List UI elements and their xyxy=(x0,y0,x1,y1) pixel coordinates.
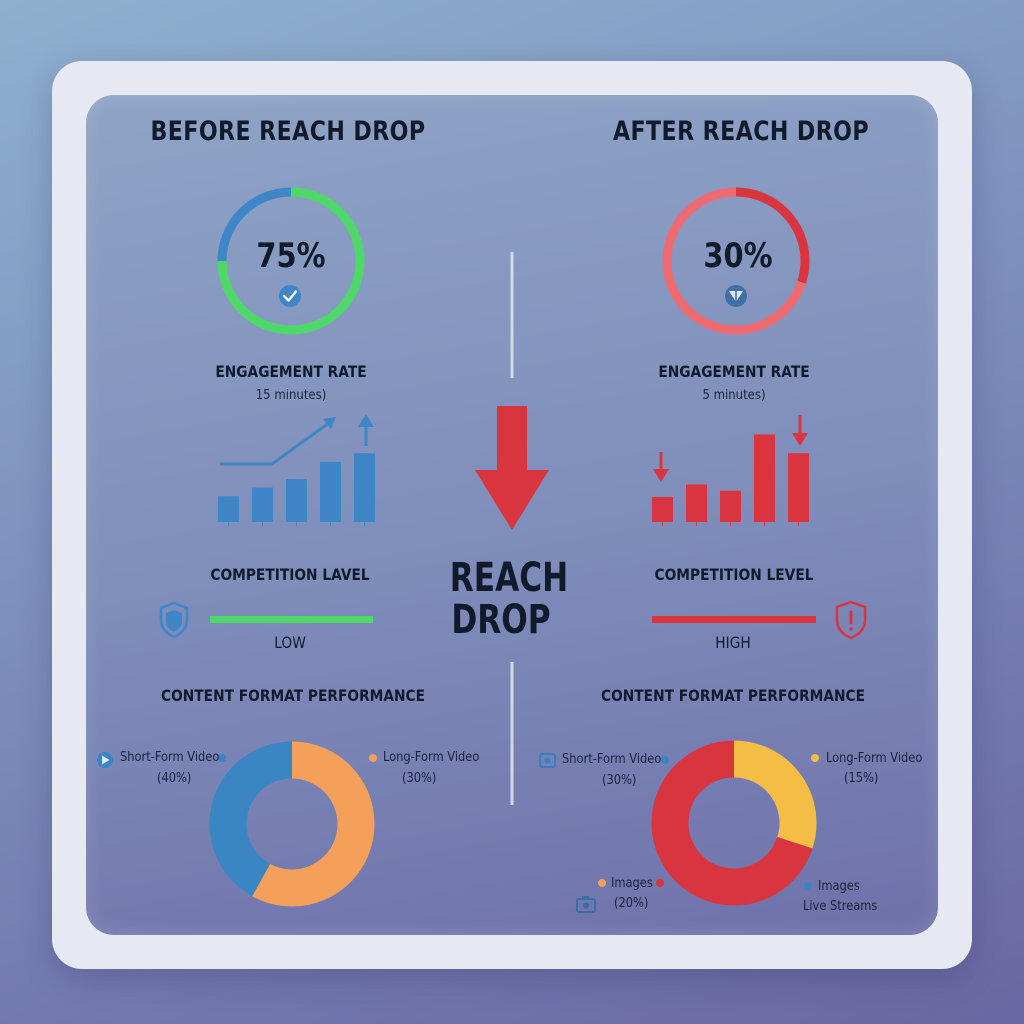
engagement-label-before: ENGAGEMENT RATE xyxy=(215,362,367,381)
down-arrow-icon-left xyxy=(653,452,669,482)
play-icon xyxy=(97,752,113,768)
video-camera-icon xyxy=(539,753,556,768)
legend-short-form-pct-before: (40%) xyxy=(157,771,192,786)
legend-long-form-before: Long-Form Video xyxy=(383,750,480,765)
legend-live-streams: Live Streams xyxy=(803,899,878,914)
after-title: AFTER REACH DROP xyxy=(612,116,870,147)
donut-slice xyxy=(733,740,817,849)
legend-short-form-pct-after: (30%) xyxy=(602,773,637,788)
bar xyxy=(252,487,273,522)
trend-up-arrow-icon xyxy=(220,417,336,466)
legend-long-form-pct-before: (30%) xyxy=(402,771,437,786)
gauge-value-before: 75% xyxy=(256,236,326,276)
engagement-label-after: ENGAGEMENT RATE xyxy=(658,362,810,381)
legend-dot-images-red xyxy=(656,879,664,887)
content-title-before: CONTENT FORMAT PERFORMANCE xyxy=(160,686,426,705)
donut-slice xyxy=(252,741,375,907)
reach-drop-line1: REACH xyxy=(449,555,569,601)
gauge-after xyxy=(662,187,810,335)
gauge-remainder-arc xyxy=(217,187,292,262)
donut-slice xyxy=(651,740,813,906)
legend-long-form-pct-after: (15%) xyxy=(844,771,879,786)
reach-drop-arrow-icon xyxy=(475,406,549,530)
donut-slice xyxy=(209,741,293,897)
bar xyxy=(354,453,375,522)
up-arrow-icon xyxy=(358,414,374,446)
camera-icon xyxy=(576,896,596,913)
before-title: BEFORE REACH DROP xyxy=(150,116,426,147)
gauge-before xyxy=(217,187,365,335)
bar-chart-before xyxy=(218,453,375,526)
competition-value-after: HIGH xyxy=(715,633,751,652)
alert-shield-icon xyxy=(835,600,867,640)
gauge-value-arc xyxy=(217,187,365,335)
bar xyxy=(218,496,239,522)
donut-chart-after xyxy=(651,740,817,906)
legend-long-form-after: Long-Form Video xyxy=(826,751,923,766)
bar xyxy=(286,479,307,522)
content-title-after: CONTENT FORMAT PERFORMANCE xyxy=(600,686,866,705)
legend-dot-long-form-after xyxy=(811,754,819,762)
donut-chart-before xyxy=(209,741,375,907)
legend-images-right: Images xyxy=(818,879,860,894)
gauge-remainder-arc xyxy=(662,187,806,335)
legend-dot-long-form-before xyxy=(369,754,377,762)
legend-short-form-before: Short-Form Video xyxy=(120,750,220,765)
legend-dot-images-orange xyxy=(598,879,606,887)
bar xyxy=(652,497,673,522)
down-arrow-icon-right xyxy=(792,415,808,446)
competition-label-after: COMPETITION LEVEL xyxy=(654,565,814,584)
bar xyxy=(788,453,809,522)
gauge-value-arc xyxy=(735,187,810,284)
bar xyxy=(686,484,707,522)
engagement-sub-before: 15 minutes) xyxy=(255,388,327,403)
legend-dot-short-form-after xyxy=(661,756,669,764)
legend-dot-short-form-before xyxy=(218,754,226,762)
legend-short-form-after: Short-Form Video xyxy=(562,752,662,767)
competition-value-before: LOW xyxy=(274,633,306,652)
bar-chart-after xyxy=(652,434,809,526)
down-badge-icon xyxy=(725,285,747,307)
bar xyxy=(320,461,341,522)
bar xyxy=(720,490,741,522)
check-badge-icon xyxy=(279,285,301,307)
competition-bar-high xyxy=(652,616,816,623)
legend-images-pct-after: (20%) xyxy=(614,896,649,911)
engagement-sub-after: 5 minutes) xyxy=(702,388,766,403)
gauge-value-after: 30% xyxy=(703,236,773,276)
reach-drop-line2: DROP xyxy=(451,597,551,643)
bar xyxy=(754,434,775,522)
legend-images-after: Images xyxy=(611,876,653,891)
competition-label-before: COMPETITION LAVEL xyxy=(210,565,370,584)
competition-bar-low xyxy=(210,616,373,623)
legend-dot-images-right xyxy=(804,882,812,890)
shield-icon xyxy=(159,601,189,639)
